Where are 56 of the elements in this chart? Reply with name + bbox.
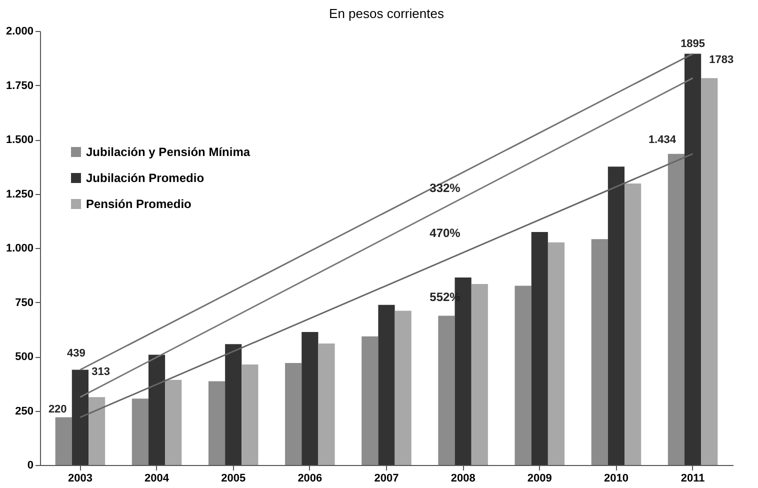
x-tick-label: 2007 [374, 472, 399, 484]
x-tick-label: 2003 [68, 472, 92, 484]
y-tick-label: 1.750 [6, 80, 34, 92]
bar [318, 343, 335, 465]
x-tick-label: 2005 [221, 472, 246, 484]
data-label: 1783 [709, 54, 734, 66]
bar [624, 184, 642, 465]
bar [55, 417, 72, 465]
bar [132, 398, 148, 465]
chart-title: En pesos corrientes [329, 6, 444, 21]
bar [148, 354, 166, 465]
bar [471, 284, 488, 465]
y-tick-label: 2.000 [6, 26, 34, 38]
data-label: 220 [48, 403, 67, 416]
y-tick-label: 500 [15, 351, 34, 363]
bar [668, 154, 685, 465]
bar [684, 54, 702, 465]
legend-label: Jubilación Promedio [86, 171, 204, 185]
bar [608, 166, 625, 465]
x-tick-label: 2008 [450, 472, 476, 484]
bar [394, 310, 412, 465]
legend-label: Jubilación y Pensión Mínima [86, 145, 250, 159]
bar [378, 304, 395, 465]
bar [285, 363, 302, 465]
x-tick-label: 2010 [604, 472, 628, 484]
y-tick-label: 750 [15, 296, 34, 309]
y-tick-label: 1.000 [6, 242, 34, 254]
bar [225, 344, 242, 465]
legend-label: Pensión Promedio [86, 197, 192, 211]
data-label: 1.434 [648, 134, 677, 146]
bar [88, 397, 106, 465]
data-label: 313 [92, 366, 110, 378]
bar [208, 381, 226, 465]
bar [362, 336, 378, 465]
bar [591, 239, 608, 465]
bar [302, 332, 318, 465]
bar [438, 316, 455, 465]
bar [514, 286, 532, 465]
annotation: 470% [430, 226, 461, 240]
y-tick-label: 1.500 [6, 134, 34, 146]
annotation: 332% [430, 181, 461, 195]
x-tick-label: 2011 [680, 472, 705, 484]
bar [548, 242, 565, 465]
bar [165, 380, 182, 465]
y-tick-label: 1.250 [6, 188, 34, 200]
x-tick-label: 2004 [144, 472, 170, 484]
data-label: 1895 [680, 38, 706, 50]
bar [72, 370, 88, 465]
bar [531, 232, 548, 465]
x-tick-label: 2006 [298, 472, 322, 484]
y-tick-label: 0 [27, 460, 34, 472]
x-tick-label: 2009 [527, 472, 552, 484]
y-tick-label: 250 [15, 405, 34, 418]
data-label: 439 [67, 348, 86, 360]
bar [701, 78, 718, 465]
bar [242, 364, 258, 465]
